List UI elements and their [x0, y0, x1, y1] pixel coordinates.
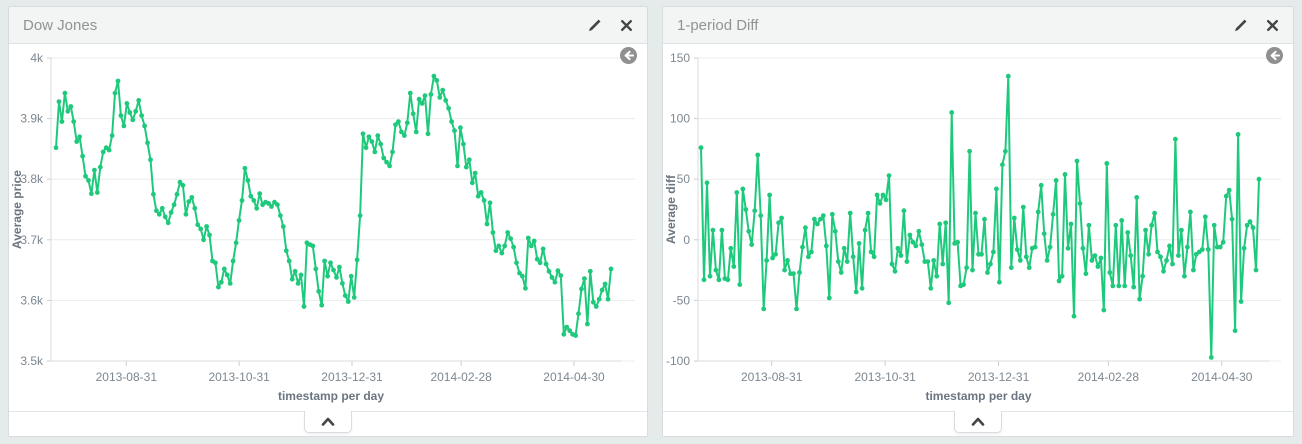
panel-1-period-diff: 1-period Diff 150 100 50 0 -50 -100 2013-08-31… — [662, 6, 1294, 437]
svg-text:-100: -100 — [666, 354, 690, 368]
svg-text:2014-02-28: 2014-02-28 — [1078, 370, 1140, 384]
svg-text:3.6k: 3.6k — [20, 293, 44, 307]
svg-text:4k: 4k — [30, 51, 44, 65]
svg-text:timestamp per day: timestamp per day — [925, 389, 1031, 403]
panel-footer — [9, 411, 647, 436]
svg-text:2013-12-31: 2013-12-31 — [968, 370, 1030, 384]
pencil-icon — [1235, 19, 1247, 31]
svg-text:2013-08-31: 2013-08-31 — [741, 370, 803, 384]
close-icon — [1267, 19, 1278, 31]
svg-text:2014-04-30: 2014-04-30 — [1191, 370, 1253, 384]
svg-text:2013-10-31: 2013-10-31 — [208, 370, 270, 384]
dow-jones-chart[interactable]: 4k 3.9k 3.8k 3.7k 3.6k 3.5k 2013-08-31 2013-10-… — [9, 44, 647, 413]
svg-text:3.9k: 3.9k — [20, 112, 44, 126]
svg-text:timestamp per day: timestamp per day — [278, 389, 384, 403]
collapse-editor-button[interactable] — [954, 411, 1002, 433]
panel-title: Dow Jones — [23, 16, 98, 34]
chevron-up-icon — [321, 417, 335, 426]
panel-footer — [663, 411, 1293, 436]
edit-panel-button[interactable] — [1233, 18, 1248, 33]
collapse-editor-button[interactable] — [304, 411, 352, 433]
reset-zoom-button[interactable] — [620, 47, 637, 64]
svg-text:0: 0 — [683, 233, 690, 247]
svg-text:100: 100 — [670, 112, 690, 126]
svg-text:3.5k: 3.5k — [20, 354, 44, 368]
svg-text:3.8k: 3.8k — [20, 172, 44, 186]
svg-text:2013-08-31: 2013-08-31 — [96, 370, 158, 384]
panel-title: 1-period Diff — [677, 16, 759, 34]
svg-text:2014-02-28: 2014-02-28 — [430, 370, 492, 384]
close-icon — [621, 19, 632, 31]
chevron-up-icon — [971, 417, 985, 426]
pencil-icon — [589, 19, 601, 31]
panel-header: 1-period Diff — [663, 7, 1293, 44]
svg-text:3.7k: 3.7k — [20, 233, 44, 247]
svg-text:2014-04-30: 2014-04-30 — [543, 370, 605, 384]
close-panel-button[interactable] — [620, 19, 633, 32]
reset-zoom-button[interactable] — [1266, 47, 1283, 64]
svg-text:-50: -50 — [673, 293, 691, 307]
svg-text:2013-12-31: 2013-12-31 — [321, 370, 383, 384]
svg-text:Average diff: Average diff — [664, 174, 678, 244]
circle-arrow-left-icon — [620, 47, 637, 64]
period-diff-chart[interactable]: 150 100 50 0 -50 -100 2013-08-31 2013-10-31 2013… — [663, 44, 1293, 413]
edit-panel-button[interactable] — [587, 18, 602, 33]
svg-text:50: 50 — [677, 172, 691, 186]
close-panel-button[interactable] — [1266, 19, 1279, 32]
panel-dow-jones: Dow Jones 4k 3.9k 3.8k 3.7k 3.6k 3.5k 2013-08-… — [8, 6, 648, 437]
svg-text:Average price: Average price — [10, 170, 24, 249]
panel-header: Dow Jones — [9, 7, 647, 44]
svg-text:150: 150 — [670, 51, 690, 65]
svg-text:2013-10-31: 2013-10-31 — [854, 370, 916, 384]
circle-arrow-left-icon — [1266, 47, 1283, 64]
